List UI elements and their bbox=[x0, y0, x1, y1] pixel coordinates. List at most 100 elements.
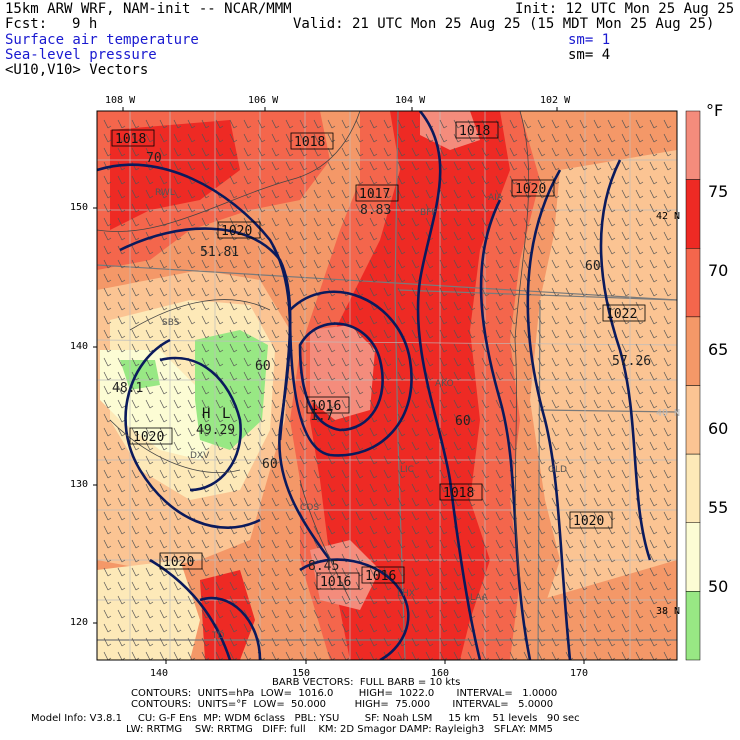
wind-barb bbox=[495, 511, 504, 521]
wind-barb bbox=[635, 315, 644, 325]
wind-barb bbox=[523, 399, 532, 409]
wind-barb bbox=[215, 161, 224, 171]
wind-barb bbox=[117, 581, 126, 591]
wind-barb bbox=[621, 175, 630, 185]
wind-barb bbox=[285, 469, 294, 479]
wind-barb bbox=[565, 399, 574, 409]
wind-barb bbox=[411, 427, 420, 437]
wind-barb bbox=[201, 581, 210, 591]
wind-barb bbox=[341, 525, 350, 535]
wind-barb bbox=[453, 385, 462, 395]
wind-barb bbox=[173, 217, 182, 227]
wind-barb bbox=[341, 217, 350, 227]
wind-barb bbox=[285, 147, 294, 157]
wind-barb bbox=[593, 483, 602, 493]
wind-barb bbox=[649, 245, 658, 255]
wind-barb bbox=[257, 455, 266, 465]
station-label: BFF bbox=[420, 208, 437, 218]
wind-barb bbox=[383, 371, 392, 381]
wind-barb bbox=[313, 385, 322, 395]
wind-barb bbox=[229, 133, 238, 143]
wind-barb bbox=[257, 385, 266, 395]
wind-barb bbox=[579, 273, 588, 283]
wind-barb bbox=[159, 539, 168, 549]
wind-barb bbox=[383, 609, 392, 619]
wind-barb bbox=[229, 609, 238, 619]
wind-barb bbox=[243, 469, 252, 479]
top-lon-label: 106 W bbox=[248, 95, 279, 106]
wind-barb bbox=[495, 539, 504, 549]
wind-barb bbox=[201, 315, 210, 325]
wind-barb bbox=[397, 497, 406, 507]
wind-barb bbox=[649, 315, 658, 325]
wind-barb bbox=[425, 273, 434, 283]
wind-barb bbox=[565, 413, 574, 423]
wind-barb bbox=[173, 455, 182, 465]
wind-barb bbox=[383, 553, 392, 563]
wind-barb bbox=[593, 581, 602, 591]
wind-barb bbox=[537, 301, 546, 311]
wind-barb bbox=[607, 259, 616, 269]
wind-barb bbox=[411, 119, 420, 129]
wind-barb bbox=[663, 315, 672, 325]
wind-barb bbox=[187, 637, 196, 647]
wind-barb bbox=[243, 399, 252, 409]
wind-barb bbox=[271, 175, 280, 185]
wind-barb bbox=[201, 525, 210, 535]
wind-barb bbox=[243, 203, 252, 213]
wind-barb bbox=[327, 189, 336, 199]
wind-barb bbox=[425, 567, 434, 577]
wind-barb bbox=[635, 133, 644, 143]
wind-barb bbox=[439, 273, 448, 283]
top-lon-label: 104 W bbox=[395, 95, 426, 106]
wind-barb bbox=[425, 413, 434, 423]
wind-barb bbox=[215, 301, 224, 311]
wind-barb bbox=[145, 539, 154, 549]
wind-barb bbox=[439, 371, 448, 381]
wind-barb bbox=[145, 609, 154, 619]
wind-barb bbox=[495, 483, 504, 493]
wind-barb bbox=[663, 539, 672, 549]
wind-barb bbox=[663, 595, 672, 605]
wind-barb bbox=[355, 133, 364, 143]
wind-barb bbox=[103, 609, 112, 619]
wind-barb bbox=[215, 539, 224, 549]
wind-barb bbox=[103, 399, 112, 409]
wind-barb bbox=[299, 609, 308, 619]
wind-barb bbox=[607, 357, 616, 367]
wind-barb bbox=[117, 553, 126, 563]
pressure-label: 1018 bbox=[443, 486, 474, 501]
wind-barb bbox=[145, 287, 154, 297]
station-label: RWL bbox=[155, 188, 175, 198]
wind-barb bbox=[159, 441, 168, 451]
wind-barb bbox=[299, 469, 308, 479]
wind-barb bbox=[565, 315, 574, 325]
wind-barb bbox=[103, 623, 112, 633]
wind-barb bbox=[229, 637, 238, 647]
wind-barb bbox=[341, 189, 350, 199]
wind-barb bbox=[103, 441, 112, 451]
wind-barb bbox=[481, 553, 490, 563]
wind-barb bbox=[537, 315, 546, 325]
wind-barb bbox=[201, 553, 210, 563]
wind-barb bbox=[635, 189, 644, 199]
wind-barb bbox=[439, 133, 448, 143]
wind-barb bbox=[411, 441, 420, 451]
wind-barb bbox=[551, 637, 560, 647]
wind-barb bbox=[397, 469, 406, 479]
wind-barb bbox=[173, 469, 182, 479]
wind-barb bbox=[663, 567, 672, 577]
wind-barb bbox=[397, 217, 406, 227]
temperature-east-55-60-fill bbox=[545, 150, 677, 430]
wind-barb bbox=[173, 623, 182, 633]
wind-barb bbox=[579, 119, 588, 129]
wind-barb bbox=[285, 637, 294, 647]
wind-barb bbox=[411, 581, 420, 591]
wind-barb bbox=[159, 427, 168, 437]
wind-barb bbox=[607, 567, 616, 577]
wind-barb bbox=[187, 203, 196, 213]
wind-barb bbox=[383, 231, 392, 241]
wind-barb bbox=[103, 371, 112, 381]
wind-barb bbox=[299, 497, 308, 507]
wind-barb bbox=[285, 595, 294, 605]
